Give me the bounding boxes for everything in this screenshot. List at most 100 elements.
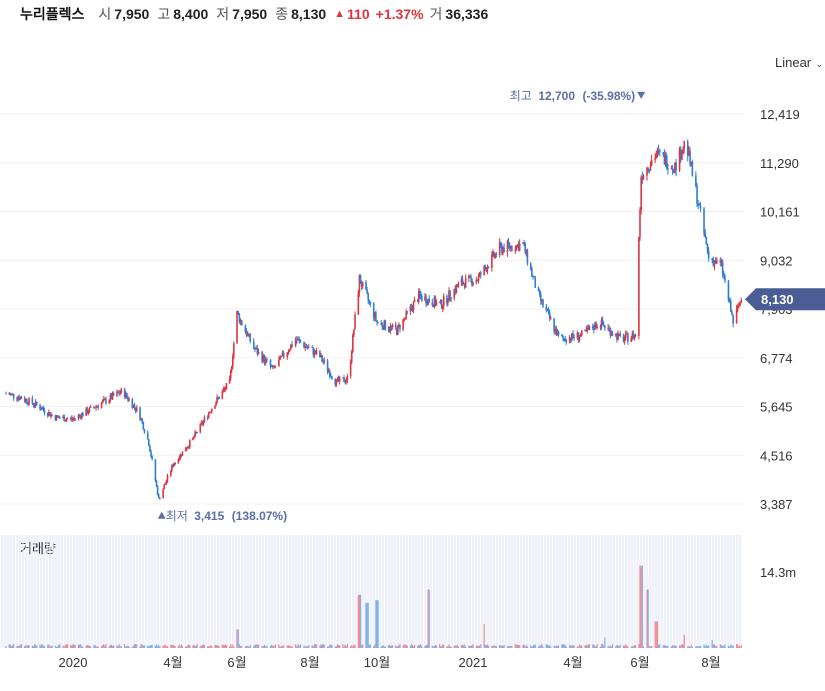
volume-bar (667, 645, 669, 648)
candle-body (740, 299, 743, 303)
candle-body (380, 322, 382, 324)
volume-bar (609, 645, 611, 648)
volume-bar (51, 645, 53, 648)
high-marker-icon (637, 91, 646, 99)
volume-bar (712, 644, 714, 648)
candle-body (656, 149, 659, 154)
candle-body (24, 399, 27, 402)
volume-bar (131, 646, 133, 648)
candle-body (624, 333, 627, 339)
volume-bar (449, 646, 451, 648)
volume-bar (244, 646, 246, 648)
candle-body (249, 333, 251, 342)
candle-body (78, 415, 81, 417)
volume-bar (411, 644, 414, 648)
volume-bar (180, 644, 182, 648)
candle-body (255, 348, 257, 350)
candle-body (42, 407, 45, 410)
volume-bar (281, 645, 284, 648)
candle-body (699, 205, 702, 209)
volume-bar (455, 645, 457, 648)
volume-bar (511, 646, 513, 648)
volume-bar (732, 645, 734, 648)
candle-body (506, 241, 509, 253)
volume-bar (238, 644, 240, 648)
volume-bar (655, 621, 657, 648)
volume-bar (446, 646, 448, 648)
candle-body (639, 209, 641, 238)
volume-bar (216, 645, 218, 648)
candle-body (432, 305, 435, 308)
volume-bar (534, 644, 536, 648)
volume-bar (495, 645, 497, 648)
candle-body (188, 439, 191, 448)
candle-body (299, 340, 302, 343)
candle-body (287, 351, 290, 353)
candle-body (215, 402, 217, 406)
candle-body (128, 399, 130, 401)
volume-bar (463, 645, 465, 648)
candle-body (159, 497, 161, 499)
volume-bar (417, 645, 419, 648)
candle-body (39, 404, 41, 410)
candle-body (424, 296, 426, 301)
volume-bar (506, 646, 509, 648)
volume-bar (696, 646, 698, 648)
candle-body (334, 379, 337, 385)
candle-body (678, 148, 681, 171)
candle-body (353, 329, 355, 335)
candle-body (555, 328, 558, 336)
volume-bar (54, 645, 57, 648)
candle-body (462, 283, 465, 285)
candle-body (274, 366, 277, 368)
volume-bar (648, 646, 650, 648)
volume-bar (441, 646, 443, 648)
volume-bar (159, 646, 161, 648)
volume-bar (194, 646, 196, 648)
volume-bar (671, 644, 674, 648)
candle-body (518, 243, 521, 251)
candle-body (579, 334, 582, 337)
candle-body (142, 422, 145, 430)
volume-bar (603, 645, 605, 648)
candle-body (303, 342, 305, 348)
candle-body (703, 208, 705, 233)
candle-body (571, 333, 573, 341)
candle-body (82, 413, 84, 416)
volume-bar (18, 646, 20, 648)
candle-body (368, 300, 371, 302)
candle-body (381, 322, 384, 327)
volume-bar (334, 646, 336, 648)
candle-body (312, 347, 315, 355)
volume-bar (127, 646, 129, 648)
last-price-marker: 8,130 (745, 288, 825, 311)
volume-bar (662, 645, 664, 648)
candle-body (522, 242, 524, 244)
volume-bar (484, 645, 486, 648)
candle-body (357, 292, 360, 315)
volume-bar (100, 646, 103, 648)
volume-bar (232, 644, 234, 648)
volume-bar (384, 646, 386, 648)
volume-bar (687, 646, 689, 648)
volume-bar (215, 645, 217, 648)
candle-body (238, 314, 241, 323)
volume-bar (522, 644, 524, 648)
candle-body (202, 420, 205, 425)
volume-bar (202, 644, 205, 648)
volume-bar (362, 644, 364, 648)
candle-body (667, 168, 669, 170)
low-label: 저 (216, 6, 230, 22)
volume-bar (555, 645, 557, 648)
x-axis-tick: 10월 (364, 655, 390, 670)
candle-body (354, 314, 356, 330)
volume-bar (27, 644, 29, 648)
volume-bar (279, 646, 281, 648)
volume-bar (222, 644, 224, 648)
candle-body (619, 333, 622, 337)
candle-body (670, 168, 673, 170)
y-axis-tick: 5,645 (760, 400, 793, 415)
volume-bar (729, 646, 731, 648)
scale-select[interactable]: Linear ⌄ (775, 55, 824, 70)
